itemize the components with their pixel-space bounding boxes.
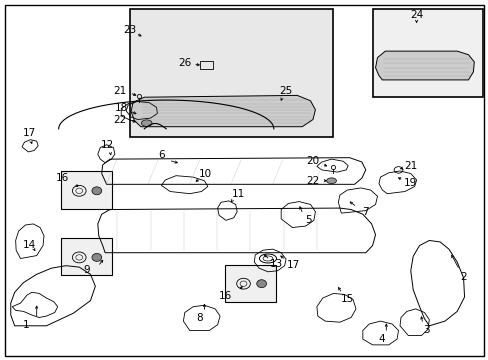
Text: 22: 22 — [113, 114, 126, 125]
Ellipse shape — [92, 187, 102, 195]
Text: 20: 20 — [306, 156, 319, 166]
Text: 5: 5 — [304, 215, 311, 225]
Ellipse shape — [141, 120, 152, 126]
Bar — [372, 9, 482, 97]
Text: 10: 10 — [199, 168, 211, 179]
Bar — [61, 171, 112, 209]
Bar — [129, 9, 332, 137]
Text: 2: 2 — [459, 272, 466, 282]
Text: 18: 18 — [114, 103, 128, 113]
Text: 12: 12 — [101, 140, 114, 150]
Text: 16: 16 — [219, 291, 232, 301]
Text: 17: 17 — [22, 128, 36, 138]
Text: 25: 25 — [279, 86, 292, 96]
Text: 9: 9 — [83, 265, 90, 275]
Text: 21: 21 — [113, 86, 126, 96]
Text: 6: 6 — [158, 150, 164, 160]
Bar — [224, 265, 276, 302]
Text: 4: 4 — [377, 334, 384, 344]
Polygon shape — [375, 51, 473, 80]
Text: 1: 1 — [22, 320, 29, 330]
Text: 7: 7 — [362, 207, 368, 217]
Text: 24: 24 — [409, 10, 423, 20]
Text: 19: 19 — [403, 178, 417, 188]
Text: 8: 8 — [196, 312, 203, 323]
Ellipse shape — [326, 178, 336, 184]
Text: 15: 15 — [340, 294, 353, 304]
Text: 26: 26 — [178, 58, 191, 68]
Text: 13: 13 — [269, 258, 283, 269]
Text: 23: 23 — [122, 24, 136, 35]
Bar — [61, 238, 112, 275]
Text: 11: 11 — [231, 189, 245, 199]
Ellipse shape — [256, 280, 266, 288]
Polygon shape — [131, 95, 315, 127]
Bar — [199, 61, 213, 69]
Text: 3: 3 — [422, 325, 429, 336]
Ellipse shape — [92, 253, 102, 261]
Text: 14: 14 — [22, 240, 36, 250]
Text: 21: 21 — [403, 161, 417, 171]
Text: 17: 17 — [286, 260, 300, 270]
Text: 22: 22 — [305, 176, 319, 186]
Text: 16: 16 — [56, 173, 69, 183]
